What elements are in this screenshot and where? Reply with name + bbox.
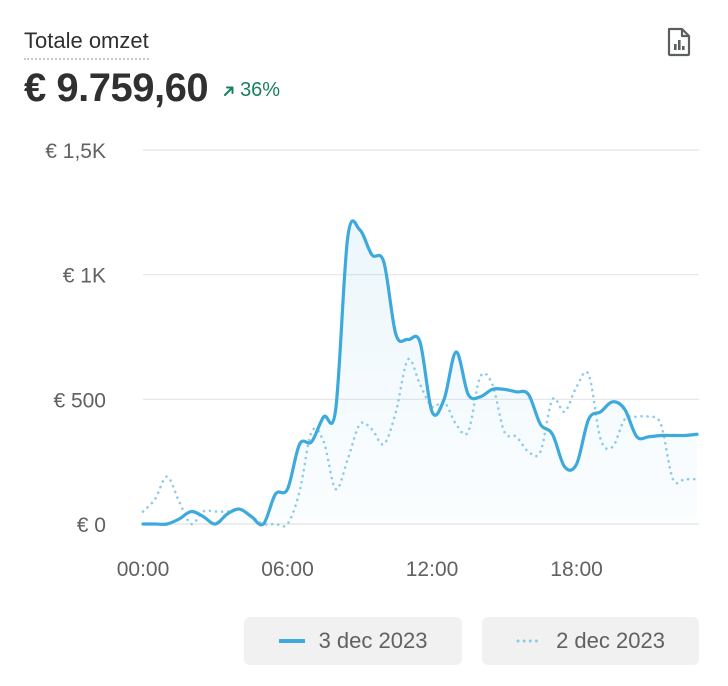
metric-summary: € 9.759,60 36% (24, 66, 280, 111)
solid-line-icon (278, 639, 305, 643)
y-tick-label: € 1K (63, 265, 106, 288)
change-percent: 36% (240, 79, 281, 101)
change-indicator: 36% (222, 79, 280, 102)
x-tick-label: 06:00 (261, 558, 314, 581)
series-line-current (141, 219, 699, 527)
revenue-line-chart: € 0 € 500 € 1K € 1,5K 00:00 06:00 12:00 18:00 (45, 140, 699, 581)
x-tick-label: 18:00 (550, 558, 603, 581)
arrow-up-right-icon (224, 86, 234, 96)
export-report-button[interactable] (662, 24, 696, 60)
x-tick-label: 12:00 (406, 558, 459, 581)
metric-value: € 9.759,60 (24, 66, 209, 110)
y-tick-label: € 500 (53, 389, 106, 412)
legend-label-previous: 2 dec 2023 (556, 628, 665, 653)
report-chart-icon (667, 27, 691, 57)
legend-item-current[interactable]: 3 dec 2023 (244, 617, 462, 665)
y-tick-label: € 1,5K (45, 140, 106, 163)
y-tick-label: € 0 (77, 514, 106, 537)
legend-item-previous[interactable]: 2 dec 2023 (482, 617, 699, 665)
dotted-line-icon (516, 639, 543, 643)
x-tick-label: 00:00 (117, 558, 170, 581)
metric-title[interactable]: Totale omzet (24, 28, 149, 60)
legend-label-current: 3 dec 2023 (318, 628, 428, 653)
series-area-current (143, 220, 697, 525)
